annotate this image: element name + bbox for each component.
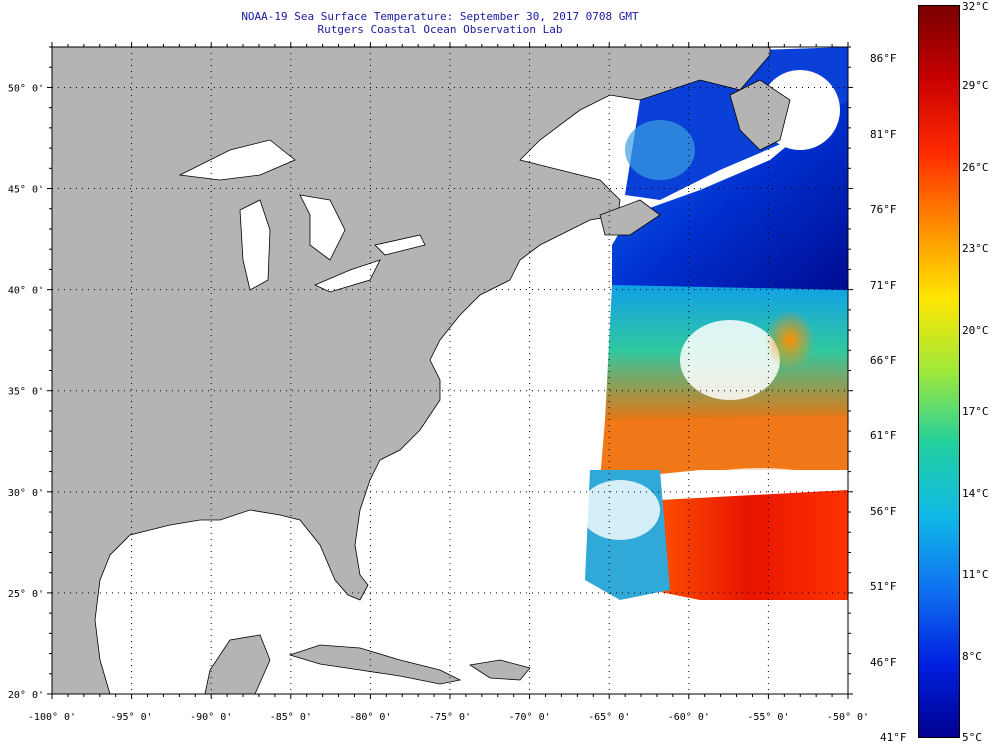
map-title: NOAA-19 Sea Surface Temperature: Septemb…: [241, 10, 639, 23]
lat-label: 45° 0': [8, 185, 44, 196]
lake-huron: [299, 194, 346, 261]
fahrenheit-label: 71°F: [870, 278, 897, 292]
graticule: [52, 47, 848, 694]
celsius-label: 11°C: [962, 568, 989, 582]
axis-ticks: [47, 42, 853, 699]
lon-label: -85° 0': [270, 712, 312, 723]
colorbar: [918, 5, 960, 738]
celsius-label: 20°C: [962, 323, 989, 337]
cuba: [288, 644, 462, 685]
lat-label: 20° 0': [8, 690, 44, 701]
lon-label: -55° 0': [747, 712, 789, 723]
lon-label: -50° 0': [827, 712, 869, 723]
fahrenheit-label: 66°F: [870, 353, 897, 367]
satellite-swath: [580, 47, 848, 618]
celsius-label: 23°C: [962, 242, 989, 256]
fahrenheit-label: 46°F: [870, 655, 897, 669]
lake-ontario: [374, 234, 426, 256]
celsius-label: 8°C: [962, 649, 982, 663]
lon-label: -80° 0': [349, 712, 391, 723]
fahrenheit-label: 76°F: [870, 203, 897, 217]
celsius-label: 32°C: [962, 0, 989, 13]
fahrenheit-label: 81°F: [870, 127, 897, 141]
yucatan: [204, 634, 271, 694]
lake-superior: [178, 139, 296, 181]
lon-label: -95° 0': [111, 712, 153, 723]
lake-michigan: [239, 199, 271, 291]
lat-label: 35° 0': [8, 387, 44, 398]
lon-label: -100° 0': [28, 712, 76, 723]
lat-label: 25° 0': [8, 589, 44, 600]
fahrenheit-label: 86°F: [870, 52, 897, 66]
axis-labels: -100° 0' -95° 0' -90° 0' -85° 0' -80° 0' -75°…: [8, 83, 869, 723]
lat-label: 30° 0': [8, 488, 44, 499]
celsius-label: 14°C: [962, 486, 989, 500]
lon-label: -75° 0': [429, 712, 471, 723]
fahrenheit-label: 41°F: [880, 731, 907, 744]
nova-scotia: [599, 199, 661, 236]
celsius-label: 5°C: [962, 731, 982, 744]
hispaniola: [468, 659, 531, 681]
land: [52, 47, 791, 694]
lon-label: -60° 0': [668, 712, 710, 723]
lon-label: -65° 0': [588, 712, 630, 723]
newfoundland: [729, 79, 791, 151]
lat-label: 50° 0': [8, 83, 44, 94]
fahrenheit-label: 51°F: [870, 580, 897, 594]
celsius-label: 17°C: [962, 405, 989, 419]
lake-erie: [314, 259, 381, 293]
celsius-label: 29°C: [962, 79, 989, 93]
lon-label: -70° 0': [509, 712, 551, 723]
lat-label: 40° 0': [8, 286, 44, 297]
lon-label: -90° 0': [190, 712, 232, 723]
fahrenheit-label: 61°F: [870, 429, 897, 443]
celsius-label: 26°C: [962, 160, 989, 174]
fahrenheit-label: 56°F: [870, 504, 897, 518]
map-subtitle: Rutgers Coastal Ocean Observation Lab: [317, 23, 563, 36]
north-america-land: [52, 47, 771, 694]
